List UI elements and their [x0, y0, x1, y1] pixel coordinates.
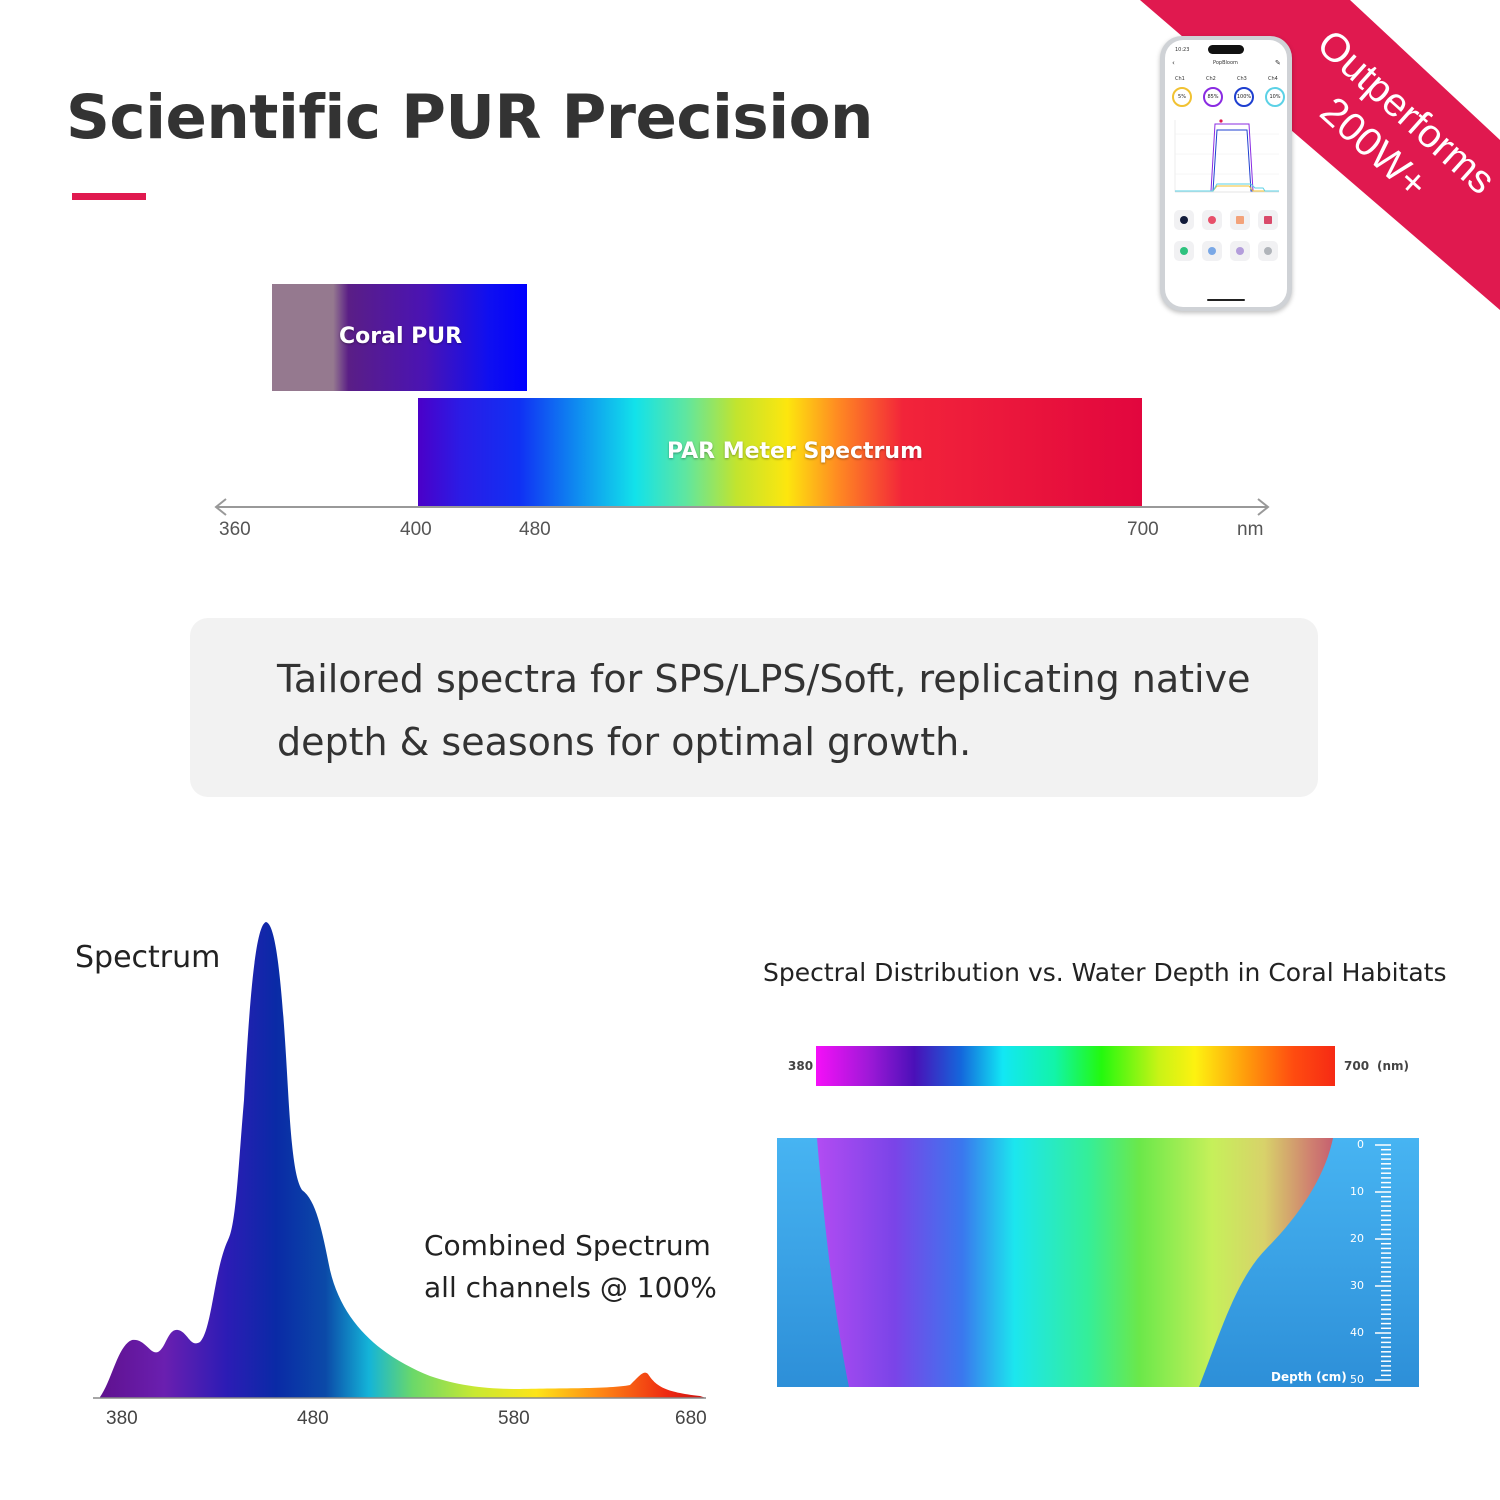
depth-tick-0: 0 — [1357, 1138, 1364, 1151]
channel-name-1: Ch1 — [1175, 76, 1185, 82]
spectrum-tick-480: 480 — [297, 1408, 329, 1429]
depth-tick-50: 50 — [1350, 1373, 1364, 1386]
phone-mockup: 10:23 ‹ PopBloom ✎ Ch1 Ch2 Ch3 Ch4 5% 85… — [1160, 36, 1292, 311]
info-text: Tailored spectra for SPS/LPS/Soft, repli… — [277, 657, 1251, 764]
depth-axis-label: Depth (cm) — [1271, 1370, 1347, 1384]
spectrum-tick-680: 680 — [675, 1408, 707, 1429]
phone-status-time: 10:23 — [1175, 47, 1190, 53]
spectrum-tick-380: 380 — [106, 1408, 138, 1429]
axis-tick-400: 400 — [400, 519, 432, 540]
coral-mode-icon[interactable] — [1202, 210, 1222, 230]
channel-dial-3[interactable]: 100% — [1234, 87, 1254, 107]
phone-schedule-chart — [1174, 119, 1279, 193]
depth-tick-20: 20 — [1350, 1232, 1364, 1245]
channel-name-4: Ch4 — [1268, 76, 1278, 82]
combined-spectrum-line-2: all channels @ 100% — [424, 1271, 717, 1304]
spectrum-title: Spectrum — [75, 940, 221, 975]
wavelength-axis — [214, 498, 1270, 516]
depth-chart-title: Spectral Distribution vs. Water Depth in… — [763, 958, 1447, 987]
depth-tick-30: 30 — [1350, 1279, 1364, 1292]
depth-attenuation-graphic — [777, 1138, 1419, 1387]
edit-icon[interactable]: ✎ — [1275, 59, 1281, 67]
notes-icon[interactable] — [1230, 210, 1250, 230]
axis-tick-700: 700 — [1127, 519, 1159, 540]
chart-icon[interactable] — [1258, 210, 1278, 230]
channel-name-2: Ch2 — [1206, 76, 1216, 82]
back-chevron-icon[interactable]: ‹ — [1172, 59, 1175, 67]
pattern-icon[interactable] — [1230, 241, 1250, 261]
channel-dial-1[interactable]: 5% — [1172, 87, 1192, 107]
combined-spectrum-line-1: Combined Spectrum — [424, 1229, 711, 1262]
phone-app-name: PopBloom — [1213, 60, 1238, 66]
title-accent-rule — [72, 193, 146, 200]
par-spectrum-label: PAR Meter Spectrum — [667, 439, 923, 464]
power-icon[interactable] — [1174, 241, 1194, 261]
depth-tick-40: 40 — [1350, 1326, 1364, 1339]
spectrum-graphic — [93, 922, 706, 1399]
wave-unit-label: (nm) — [1377, 1059, 1410, 1073]
home-indicator — [1207, 299, 1245, 301]
phone-notch — [1208, 45, 1244, 54]
info-card: Tailored spectra for SPS/LPS/Soft, repli… — [190, 618, 1318, 797]
channel-dial-4[interactable]: 10% — [1265, 87, 1285, 107]
coral-pur-bar: Coral PUR — [272, 284, 527, 391]
depth-attenuation-chart: 0 10 20 30 40 50 Depth (cm) — [777, 1138, 1419, 1387]
coral-pur-label: Coral PUR — [339, 324, 463, 349]
wave-min-label: 380 — [788, 1059, 814, 1073]
depth-tick-10: 10 — [1350, 1185, 1364, 1198]
axis-tick-480: 480 — [519, 519, 551, 540]
axis-tick-360: 360 — [219, 519, 251, 540]
phone-screen: 10:23 ‹ PopBloom ✎ Ch1 Ch2 Ch3 Ch4 5% 85… — [1165, 40, 1287, 307]
page-title: Scientific PUR Precision — [66, 82, 873, 153]
channel-dial-2[interactable]: 85% — [1203, 87, 1223, 107]
axis-unit-nm: nm — [1237, 519, 1264, 540]
channel-name-3: Ch3 — [1237, 76, 1247, 82]
wave-max-label: 700 — [1344, 1059, 1370, 1073]
spectrum-tick-580: 580 — [498, 1408, 530, 1429]
moon-mode-icon[interactable] — [1174, 210, 1194, 230]
wavelength-color-bar — [816, 1046, 1335, 1086]
cloud-icon[interactable] — [1202, 241, 1222, 261]
par-spectrum-bar: PAR Meter Spectrum — [418, 398, 1142, 507]
fan-icon[interactable] — [1258, 241, 1278, 261]
